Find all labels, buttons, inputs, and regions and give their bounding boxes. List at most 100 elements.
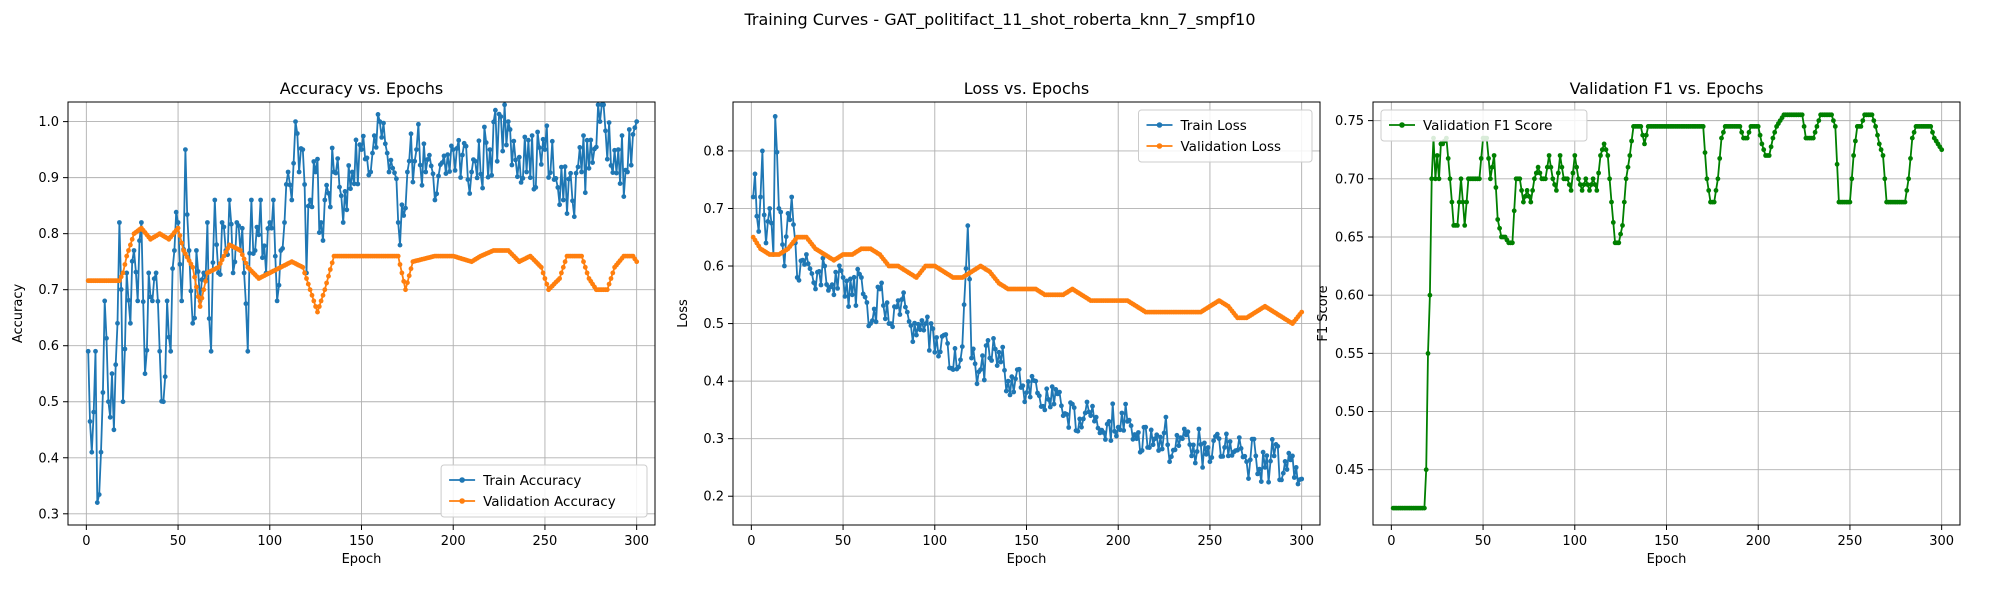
data-point	[1070, 401, 1075, 407]
data-point	[1143, 424, 1149, 430]
y-tick-label: 0.4	[703, 375, 724, 390]
data-point	[170, 266, 176, 271]
data-point	[996, 349, 1002, 355]
data-point	[540, 136, 546, 142]
data-point	[537, 145, 542, 151]
data-point	[1581, 182, 1587, 188]
data-point	[1187, 442, 1193, 447]
data-point	[441, 153, 447, 159]
data-point	[162, 374, 168, 380]
data-point	[1770, 135, 1776, 141]
data-point	[327, 204, 333, 210]
data-point	[1238, 446, 1244, 451]
data-point	[1189, 453, 1194, 459]
data-point	[765, 219, 771, 224]
data-point	[1282, 459, 1288, 464]
data-point	[1103, 437, 1108, 442]
data-point	[1566, 182, 1572, 188]
data-point	[540, 270, 546, 276]
data-point	[1559, 164, 1565, 170]
data-point	[926, 348, 932, 353]
data-point	[1191, 442, 1196, 448]
data-point	[124, 253, 130, 259]
data-point	[1433, 176, 1438, 182]
data-point	[1486, 156, 1491, 161]
data-point	[915, 321, 921, 327]
data-point	[85, 348, 91, 354]
data-point	[282, 220, 287, 225]
data-point	[1831, 118, 1836, 123]
data-point	[504, 142, 509, 148]
data-point	[527, 175, 533, 181]
x-tick-label: 250	[1198, 534, 1223, 549]
data-point	[294, 131, 300, 136]
data-point	[1880, 153, 1886, 158]
data-point	[155, 298, 161, 304]
data-point	[1605, 153, 1611, 158]
data-point	[837, 263, 842, 269]
data-point	[1510, 240, 1515, 246]
data-point	[480, 185, 485, 191]
data-point	[228, 221, 234, 227]
data-point	[603, 128, 608, 134]
data-point	[1816, 118, 1822, 123]
data-point	[1284, 467, 1290, 472]
data-point	[212, 197, 218, 203]
data-point	[579, 253, 584, 259]
data-point	[241, 270, 247, 276]
data-point	[405, 169, 410, 175]
data-point	[1088, 413, 1094, 419]
data-point	[166, 334, 172, 340]
data-point	[140, 299, 146, 305]
data-point	[217, 261, 223, 266]
data-point	[538, 162, 544, 167]
data-point	[1132, 432, 1138, 437]
data-point	[586, 165, 592, 171]
data-point	[974, 381, 980, 387]
data-point	[844, 278, 850, 284]
legend-label: Validation Accuracy	[483, 494, 616, 510]
data-point	[157, 348, 163, 354]
data-point	[1456, 199, 1462, 205]
data-point	[329, 260, 335, 266]
data-point	[571, 214, 577, 220]
data-point	[300, 264, 306, 270]
data-point	[1528, 199, 1534, 205]
legend-box	[440, 464, 648, 518]
data-point	[390, 165, 396, 171]
data-point	[573, 170, 579, 176]
data-point	[206, 316, 212, 321]
data-point	[265, 226, 271, 231]
data-point	[829, 282, 835, 288]
data-point	[1555, 170, 1561, 176]
data-point	[945, 341, 950, 346]
data-point	[901, 290, 906, 296]
data-point	[1181, 426, 1187, 432]
data-point	[1047, 404, 1053, 410]
data-point	[533, 185, 539, 190]
data-point	[381, 120, 386, 126]
data-point	[542, 276, 548, 281]
data-point	[524, 169, 529, 175]
data-point	[458, 175, 463, 180]
data-point	[1290, 453, 1295, 459]
data-point	[377, 119, 383, 124]
data-point	[961, 302, 967, 308]
data-point	[1092, 418, 1097, 424]
data-point	[619, 133, 625, 139]
data-point	[1013, 376, 1018, 382]
data-point	[549, 138, 555, 144]
data-point	[1220, 454, 1226, 459]
y-tick-label: 0.7	[703, 202, 724, 217]
data-point	[408, 131, 414, 137]
data-point	[1460, 199, 1466, 205]
x-tick-label: 150	[1654, 534, 1679, 549]
data-point	[1051, 401, 1057, 407]
data-point	[214, 242, 220, 248]
y-tick-label: 0.8	[38, 227, 59, 242]
data-point	[1434, 153, 1440, 158]
data-point	[384, 150, 390, 156]
data-point	[113, 362, 119, 368]
data-point	[1165, 442, 1171, 448]
data-point	[359, 147, 364, 153]
